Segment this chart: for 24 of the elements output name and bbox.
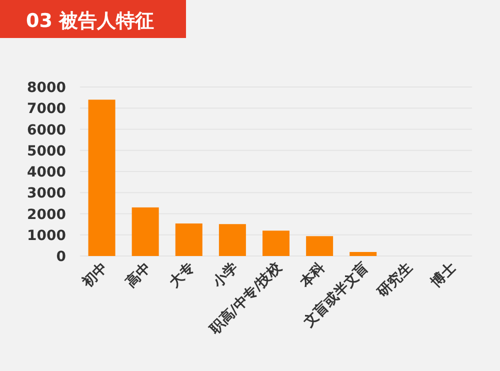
y-tick-label: 4000 <box>27 164 66 180</box>
y-tick-label: 1000 <box>27 228 66 244</box>
y-tick-label: 2000 <box>27 206 66 223</box>
x-tick-label: 研究生 <box>373 258 416 302</box>
y-tick-label: 6000 <box>27 122 66 138</box>
chart-title: 03 被告人特征 <box>26 10 154 32</box>
bar <box>218 224 246 256</box>
y-tick-label: 5000 <box>27 143 66 160</box>
bar <box>306 236 334 256</box>
y-tick-label: 8000 <box>27 80 66 96</box>
bar <box>88 100 116 256</box>
y-tick-label: 0 <box>56 249 66 265</box>
x-tick-label: 大专 <box>166 258 198 291</box>
x-tick-label: 博士 <box>427 260 460 292</box>
bar <box>262 230 290 256</box>
x-tick-label: 高中 <box>122 258 154 291</box>
bar <box>175 223 202 256</box>
x-tick-label: 初中 <box>78 258 111 292</box>
bar <box>350 252 377 256</box>
y-tick-label: 7000 <box>27 101 66 118</box>
x-tick-label: 小学 <box>209 260 242 292</box>
bar <box>132 207 159 256</box>
y-tick-label: 3000 <box>27 186 66 202</box>
x-tick-label: 本科 <box>296 260 328 292</box>
